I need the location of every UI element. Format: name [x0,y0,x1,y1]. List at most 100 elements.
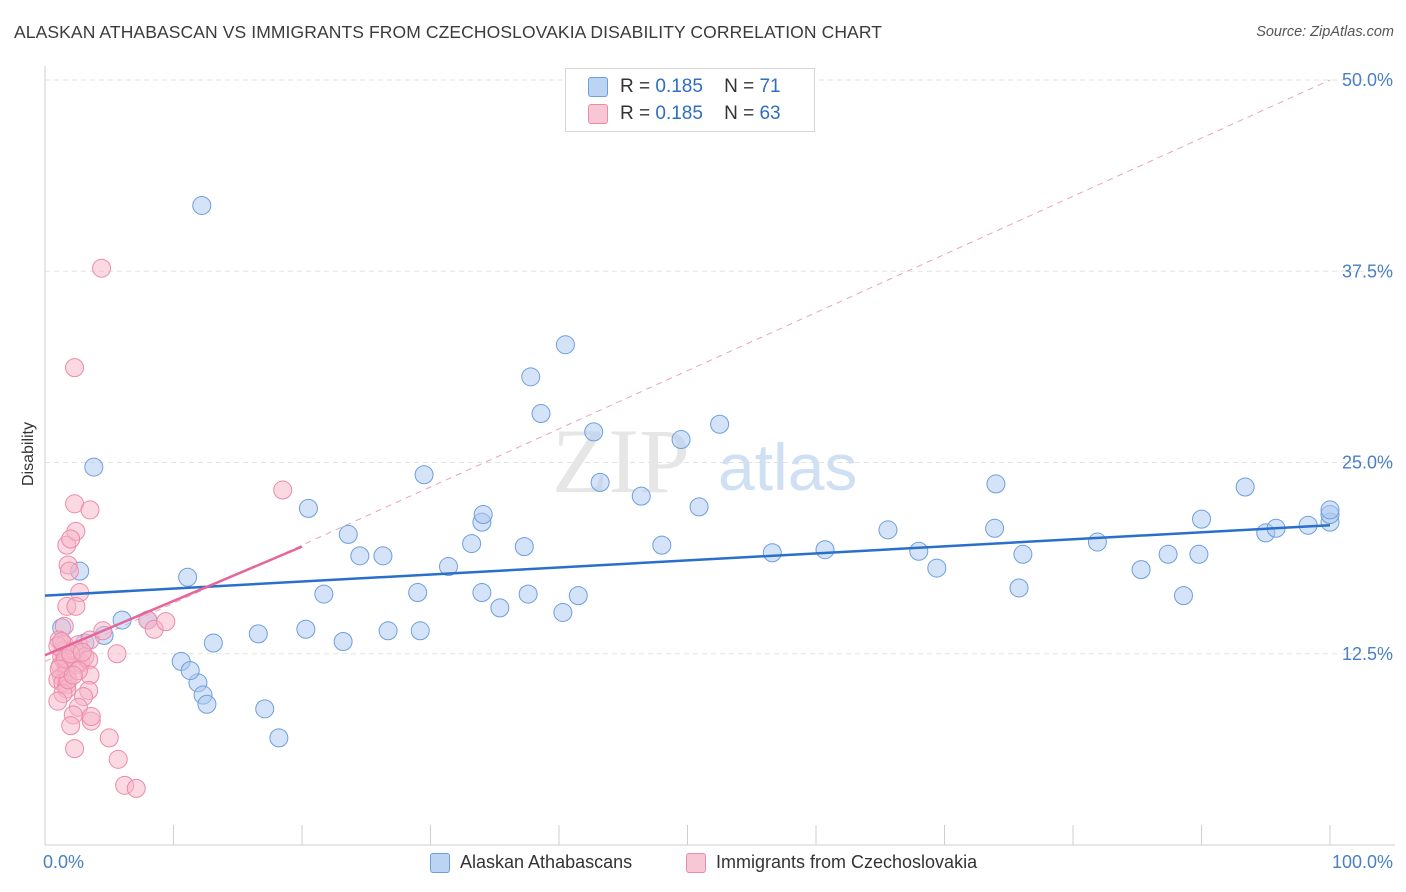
data-point [61,529,81,549]
data-point [473,505,493,525]
x-tick-label-min: 0.0% [43,852,85,872]
watermark-zip: ZIP [552,410,690,512]
data-point [438,557,458,577]
data-point [156,612,176,632]
data-point [92,258,112,278]
data-point [878,520,898,540]
data-point [1087,532,1107,552]
data-point [197,694,217,714]
data-point [314,584,334,604]
data-point [986,474,1006,494]
data-point [1174,586,1194,606]
data-point [514,537,534,557]
data-point [490,598,510,618]
data-point [1320,500,1340,520]
data-point [472,583,492,603]
legend-swatch-blue [430,852,450,873]
data-point [298,498,318,518]
legend-r-label: R = [620,76,651,97]
data-point [255,699,275,719]
legend-n-label: N = [724,76,755,97]
y-tick-labels: 12.5% 25.0% 37.5% 50.0% [1342,70,1393,664]
legend-item-athabascans: Alaskan Athabascans [430,852,632,873]
data-point [815,540,835,560]
trend-line-athabascans [44,523,1331,597]
data-point [710,414,730,434]
data-point [462,534,482,554]
data-point [408,583,428,603]
watermark-atlas: atlas [718,430,857,504]
data-point [99,728,119,748]
gridlines [45,79,1395,655]
data-point [1158,544,1178,564]
data-point [373,546,393,566]
data-point [273,480,293,500]
data-point [80,500,100,520]
data-point [107,644,127,664]
data-point [985,518,1005,538]
legend-n-value: 63 [759,103,781,124]
data-point [192,195,212,215]
watermark: ZIP atlas [552,410,857,512]
legend-item-czech: Immigrants from Czechoslovakia [686,852,977,873]
data-point [671,430,691,450]
data-point [414,465,434,485]
chart-title: ALASKAN ATHABASCAN VS IMMIGRANTS FROM CZ… [14,22,883,42]
y-tick-label: 37.5% [1342,261,1393,281]
data-point [927,558,947,578]
data-point [203,633,223,653]
y-tick-label: 12.5% [1342,644,1393,664]
data-point [518,584,538,604]
legend-swatch-blue [588,77,608,97]
data-point [521,367,541,387]
data-point [108,749,128,769]
data-point [1131,560,1151,580]
data-point [333,632,353,652]
data-point [631,486,651,506]
data-point [909,541,929,561]
series-czech [48,258,293,798]
data-point [555,335,575,355]
source-label: Source: ZipAtlas.com [1256,24,1394,40]
data-point [61,716,81,736]
data-point [126,778,146,798]
data-point [531,404,551,424]
legend-r-value: 0.185 [655,103,703,124]
data-point [72,642,92,662]
data-point [410,621,430,641]
data-points [48,195,1340,798]
legend-label-athabascans: Alaskan Athabascans [460,852,633,872]
legend-row-athabascan: R = 0.185 N = 71 [588,74,781,100]
data-point [1235,477,1255,497]
data-point [590,472,610,492]
data-point [48,691,68,711]
legend-r-label: R = [620,103,651,124]
series-legend: Alaskan Athabascans Immigrants from Czec… [0,852,1406,878]
data-point [248,624,268,644]
data-point [762,543,782,563]
y-tick-label: 25.0% [1342,453,1393,473]
legend-r-value: 0.185 [655,76,703,97]
data-point [66,596,86,616]
data-point [81,706,101,726]
data-point [63,665,83,685]
legend-swatch-pink [686,852,706,873]
legend-label-czech: Immigrants from Czechoslovakia [716,852,978,872]
data-point [1189,544,1209,564]
trend-line-czech [44,545,303,657]
data-point [652,535,672,555]
data-point [553,602,573,622]
axes [44,66,1395,846]
data-point [296,619,316,639]
trend-lines [44,523,1331,657]
data-point [65,358,85,378]
data-point [269,728,289,748]
data-point [1013,544,1033,564]
data-point [180,661,200,681]
data-point [178,567,198,587]
y-tick-label: 50.0% [1342,70,1393,90]
data-point [568,586,588,606]
data-point [584,422,604,442]
legend-row-czech: R = 0.185 N = 63 [588,101,781,127]
